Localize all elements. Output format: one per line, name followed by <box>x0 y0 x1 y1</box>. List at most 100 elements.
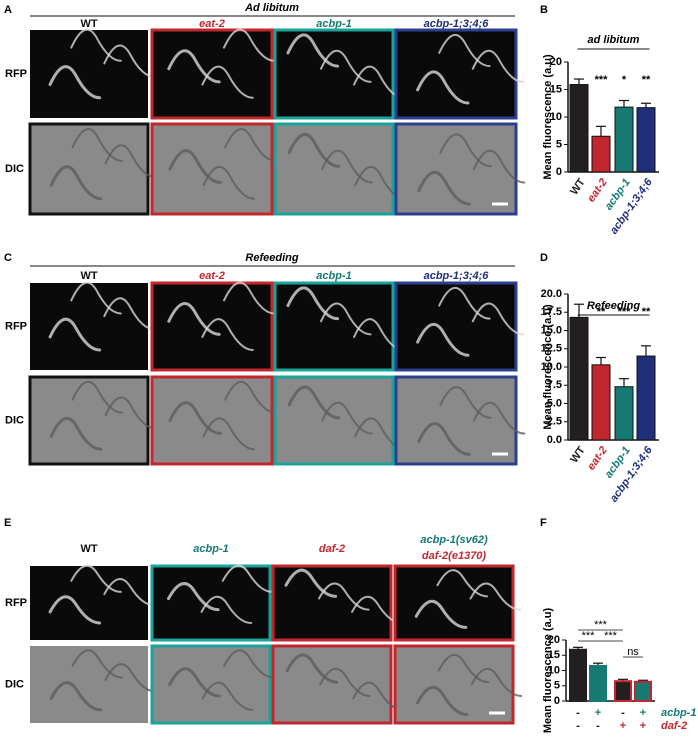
column-header: daf-2(e1370) <box>422 550 487 562</box>
column-header: acbp-1 <box>316 18 351 30</box>
bar <box>614 106 634 173</box>
worm <box>103 297 155 331</box>
panel-label: F <box>540 517 547 529</box>
column-header: acbp-1(sv62) <box>420 534 488 546</box>
worm <box>223 28 276 62</box>
y-axis-label: Mean fluorescence (a.u) <box>542 54 554 180</box>
y-axis-label: Mean fluorescence (a.u) <box>542 304 554 430</box>
worm <box>167 582 220 612</box>
worm <box>71 128 124 162</box>
bar <box>569 316 589 441</box>
worm <box>318 582 370 611</box>
chart-title: Refeeding <box>587 300 640 312</box>
worm <box>224 380 277 414</box>
dic-image <box>273 375 395 466</box>
worm <box>168 401 222 436</box>
genotype-sign: - <box>576 707 580 719</box>
bar <box>636 355 656 441</box>
y-tick-label: 2.5 <box>547 416 562 428</box>
worm <box>221 564 274 593</box>
worm <box>471 302 525 336</box>
worm <box>48 317 102 352</box>
worm <box>70 564 122 593</box>
significance-label: *** <box>595 74 609 86</box>
worm <box>49 165 103 201</box>
worm <box>168 667 221 698</box>
column-header: acbp-1 <box>193 543 228 555</box>
rfp-image <box>30 30 148 118</box>
panel-label: D <box>540 252 548 264</box>
worm <box>416 70 470 105</box>
significance-label: ** <box>642 74 651 86</box>
worm <box>287 133 341 168</box>
panel-title: Refeeding <box>245 252 298 264</box>
rfp-image <box>150 564 272 642</box>
column-header: WT <box>80 18 97 30</box>
worm <box>321 401 373 435</box>
worm <box>437 654 490 684</box>
rfp-image <box>271 564 393 642</box>
worm <box>473 149 526 184</box>
y-tick-label: 10 <box>550 111 562 123</box>
worm <box>469 582 522 611</box>
worm <box>200 595 253 624</box>
genotype-name: acbp-1 <box>661 707 696 719</box>
row-label: DIC <box>5 414 24 426</box>
worm <box>416 322 470 357</box>
worm <box>71 649 124 679</box>
panel-label: A <box>4 4 12 16</box>
row-label: DIC <box>5 163 24 175</box>
significance-label: *** <box>618 306 632 318</box>
dic-image <box>28 122 150 216</box>
chart-title: ad libitum <box>588 34 640 46</box>
worm <box>48 595 102 625</box>
worm <box>439 386 492 419</box>
column-header: acbp-1;3;4;6 <box>424 270 490 282</box>
y-tick-label: 7.5 <box>547 379 562 391</box>
worm <box>223 281 276 315</box>
y-tick-label: 10.0 <box>541 361 562 373</box>
worm <box>224 128 277 162</box>
rfp-image <box>150 281 274 372</box>
worm <box>284 568 338 598</box>
y-tick-label: 0 <box>554 695 560 707</box>
worm <box>414 599 468 629</box>
y-tick-label: 12.5 <box>541 343 562 355</box>
column-header: eat-2 <box>199 270 225 282</box>
y-axis-label: Mean fluorescence (a.u) <box>542 608 554 734</box>
worm <box>415 685 469 717</box>
bar <box>591 364 611 441</box>
rfp-image <box>30 283 148 370</box>
panel-label: E <box>4 517 11 529</box>
column-header: WT <box>80 270 97 282</box>
column-header: eat-2 <box>199 18 225 30</box>
worm <box>417 170 471 206</box>
worm <box>70 281 122 315</box>
y-tick-label: 5 <box>554 680 560 692</box>
bar <box>614 680 632 702</box>
worm <box>104 396 157 430</box>
genotype-sign: - <box>621 707 625 719</box>
rfp-image <box>30 566 148 640</box>
rfp-image <box>273 281 395 372</box>
column-header: acbp-1 <box>316 270 351 282</box>
worm <box>167 302 221 336</box>
worm <box>287 385 341 420</box>
bar <box>569 648 587 703</box>
worm <box>104 663 157 693</box>
worm <box>321 149 373 184</box>
panel-label: B <box>540 4 548 16</box>
worm <box>71 380 124 414</box>
column-header: acbp-1;3;4;6 <box>424 18 490 30</box>
row-label: RFP <box>5 597 27 609</box>
worm <box>202 165 255 200</box>
worm <box>439 133 492 168</box>
y-tick-label: 15 <box>550 83 562 95</box>
significance-label: * <box>622 74 627 86</box>
dic-image <box>394 375 518 466</box>
panel-label: C <box>4 252 12 264</box>
significance-label: ** <box>642 306 651 318</box>
genotype-sign: + <box>640 720 646 732</box>
y-tick-label: 20 <box>550 56 562 68</box>
